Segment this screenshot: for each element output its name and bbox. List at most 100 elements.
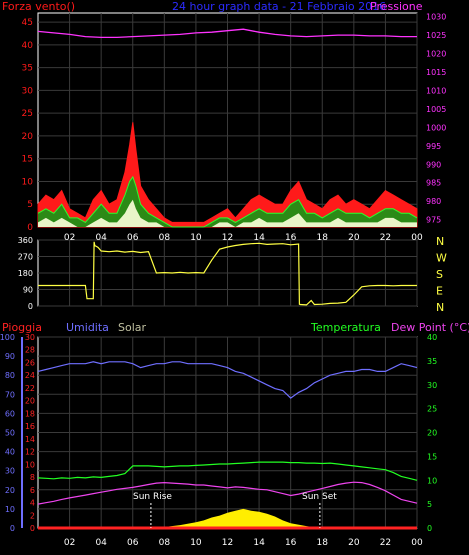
rain-y-tick-label: 24 [25, 371, 35, 380]
humidity-y-tick-label: 50 [5, 429, 15, 438]
wind-x-tick-label: 18 [317, 233, 329, 243]
direction-y-tick-label: 180 [18, 269, 33, 278]
rain-y-tick-label: 0 [30, 524, 35, 533]
chart-title: 24 hour graph data - 21 Febbraio 2016 [172, 0, 386, 13]
legend-humidity: Umidita [66, 321, 109, 334]
humidity-line [37, 361, 418, 399]
wind-y-tick-label: 15 [22, 155, 33, 165]
wind-x-tick-label: 16 [285, 233, 297, 243]
rain-y-tick-label: 8 [30, 473, 35, 482]
compass-label: S [436, 268, 443, 281]
rain-y-tick-label: 18 [25, 409, 35, 418]
humidity-y-tick-label: 90 [5, 352, 15, 361]
wind-y-tick-label: 30 [22, 86, 34, 96]
wind-x-tick-label: 04 [95, 233, 107, 243]
temperature-y-tick-label: 0 [427, 524, 432, 533]
bottom-x-tick-label: 08 [159, 538, 171, 548]
humidity-y-tick-label: 20 [5, 486, 15, 495]
direction-y-tick-label: 360 [18, 236, 33, 245]
pressure-y-tick-label: 985 [426, 179, 441, 188]
direction-series [38, 241, 417, 306]
pressure-y-tick-label: 975 [426, 216, 441, 225]
temperature-y-tick-label: 40 [427, 333, 437, 342]
rain-y-tick-label: 14 [25, 435, 35, 444]
bottom-x-tick-label: 02 [64, 538, 75, 548]
temperature-y-tick-label: 25 [427, 405, 437, 414]
rain-y-tick-label: 2 [30, 511, 35, 520]
wind-y-tick-label: 35 [22, 64, 33, 74]
axis-ticks: 0202040406060808101012121414161618182020… [0, 13, 447, 548]
bottom-x-tick-label: 22 [380, 538, 391, 548]
compass-label: N [436, 235, 444, 248]
wind-x-tick-label: 22 [380, 233, 391, 243]
sun-set-label: Sun Set [302, 492, 337, 502]
humidity-y-tick-label: 100 [0, 333, 15, 342]
rain-y-tick-label: 22 [25, 384, 35, 393]
wind-y-tick-label: 20 [22, 132, 34, 142]
legend-dew-point: Dew Point (°C) [391, 321, 469, 334]
humidity-y-tick-label: 80 [5, 371, 15, 380]
pressure-y-tick-label: 1000 [426, 123, 446, 132]
humidity-y-tick-label: 10 [5, 505, 15, 514]
temperature-y-tick-label: 30 [427, 381, 437, 390]
temperature-y-tick-label: 15 [427, 452, 437, 461]
sun-rise-label: Sun Rise [133, 492, 172, 502]
rain-y-tick-label: 6 [30, 486, 35, 495]
wind-y-tick-label: 5 [27, 200, 33, 210]
temperature-line [37, 461, 418, 481]
wind-x-tick-label: 06 [127, 233, 139, 243]
pressure-y-tick-label: 1015 [426, 68, 446, 77]
bottom-x-tick-label: 06 [127, 538, 139, 548]
rain-y-tick-label: 10 [25, 460, 35, 469]
wind-y-tick-label: 10 [22, 177, 34, 187]
wind-x-tick-label: 12 [222, 233, 233, 243]
humidity-y-tick-label: 70 [5, 390, 15, 399]
direction-y-tick-label: 90 [23, 286, 33, 295]
pressure-y-tick-label: 1005 [426, 105, 446, 114]
humidity-y-tick-label: 40 [5, 448, 15, 457]
rain-y-tick-label: 26 [25, 358, 35, 367]
wind-x-tick-label: 08 [159, 233, 171, 243]
compass-label: E [436, 285, 443, 298]
wind-x-tick-label: 02 [64, 233, 75, 243]
wind-x-tick-label: 20 [348, 233, 360, 243]
humidity-temp-series [37, 361, 418, 530]
direction-y-tick-label: 270 [18, 253, 33, 262]
solar-area [38, 508, 417, 528]
temperature-y-tick-label: 10 [427, 476, 437, 485]
humidity-y-tick-label: 0 [10, 524, 15, 533]
rain-y-tick-label: 28 [25, 346, 35, 355]
bottom-x-tick-label: 12 [222, 538, 233, 548]
pressure-line [37, 28, 417, 39]
bottom-x-tick-label: 14 [253, 538, 265, 548]
pressure-y-tick-label: 1025 [426, 31, 446, 40]
dew-point-line [37, 481, 418, 505]
rain-y-tick-label: 12 [25, 448, 35, 457]
pressure-y-tick-label: 1030 [426, 13, 446, 22]
rain-y-tick-label: 30 [25, 333, 35, 342]
temperature-y-tick-label: 20 [427, 429, 437, 438]
wind-y-tick-label: 40 [22, 41, 34, 51]
legend-rain: Pioggia [2, 321, 42, 334]
humidity-y-tick-label: 60 [5, 409, 15, 418]
bottom-x-tick-label: 20 [348, 538, 360, 548]
legend-temperature: Temperatura [310, 321, 381, 334]
pressure-y-tick-label: 995 [426, 142, 441, 151]
bottom-x-tick-label: 00 [411, 538, 423, 548]
direction-y-tick-label: 0 [28, 302, 33, 311]
wind-y-tick-label: 0 [27, 223, 33, 233]
direction-line [38, 241, 417, 306]
wind-x-tick-label: 14 [253, 233, 265, 243]
compass-label: N [436, 301, 444, 314]
bottom-x-tick-label: 18 [317, 538, 329, 548]
pressure-y-tick-label: 980 [426, 197, 441, 206]
pressure-y-tick-label: 1010 [426, 86, 446, 95]
wind-x-tick-label: 10 [190, 233, 202, 243]
bottom-x-tick-label: 04 [95, 538, 107, 548]
wind-avg-area [38, 199, 417, 227]
temperature-y-tick-label: 5 [427, 500, 432, 509]
rain-y-tick-label: 4 [30, 499, 35, 508]
rain-y-tick-label: 16 [25, 422, 35, 431]
pressure-y-tick-label: 990 [426, 160, 441, 169]
